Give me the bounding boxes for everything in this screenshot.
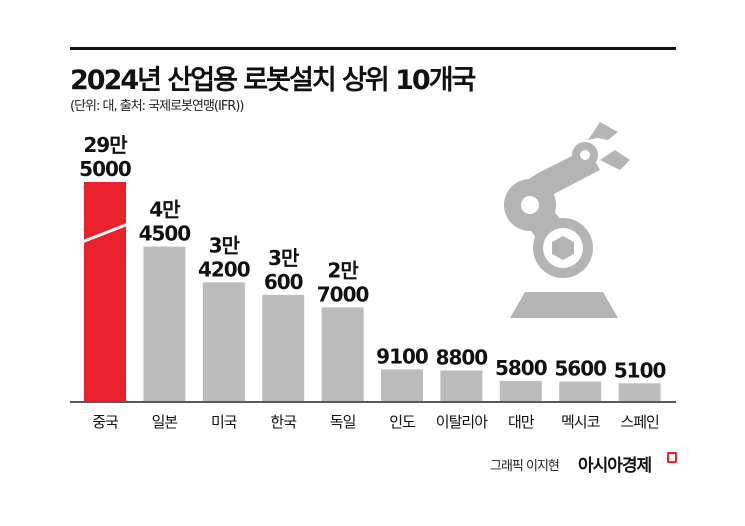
bar-0 (84, 182, 126, 401)
data-label: 5800 (495, 356, 547, 380)
category-label: 일본 (152, 413, 178, 431)
category-label: 중국 (92, 413, 119, 431)
data-label: 7000 (317, 282, 369, 306)
robot-arm-icon (504, 122, 630, 318)
chart-subtitle: (단위: 대, 출처: 국제로봇연맹(IFR)) (70, 99, 244, 114)
logo-mark-icon (667, 452, 677, 463)
category-label: 멕시코 (561, 413, 600, 431)
bar-9 (618, 383, 661, 401)
data-label: 4500 (139, 222, 191, 246)
category-label: 스페인 (620, 413, 659, 431)
bar-4 (321, 307, 364, 401)
category-label: 이탈리아 (436, 413, 488, 431)
category-label: 미국 (211, 413, 238, 431)
bar-5 (381, 369, 423, 401)
data-label: 4만 (149, 198, 181, 222)
chart-title: 2024년 산업용 로봇설치 상위 10개국 (70, 65, 476, 96)
bar-3 (262, 294, 305, 401)
category-label: 독일 (330, 413, 356, 431)
category-label: 인도 (389, 413, 416, 431)
data-label: 29만 (83, 133, 128, 157)
bar-8 (559, 381, 602, 401)
data-label: 4200 (198, 257, 250, 281)
category-label: 한국 (270, 413, 297, 431)
data-label: 5100 (614, 358, 666, 382)
title-rule (70, 47, 676, 50)
bar-7 (499, 380, 542, 401)
axis-break-mark (81, 222, 129, 244)
bar-1 (143, 246, 186, 401)
data-label: 600 (264, 270, 303, 294)
data-label: 2만 (327, 258, 359, 282)
data-label: 5000 (79, 157, 131, 181)
graphic-credit: 그래픽 이지현 (490, 459, 560, 474)
publisher-logo: 아시아경제 (578, 456, 652, 476)
data-label: 3만 (268, 246, 300, 270)
bar-6 (440, 370, 483, 401)
data-label: 5600 (554, 357, 606, 381)
category-label: 대만 (508, 413, 535, 431)
data-label: 8800 (436, 345, 488, 369)
data-label: 9100 (376, 344, 428, 368)
bar-2 (202, 282, 245, 401)
data-label: 3만 (209, 233, 241, 257)
